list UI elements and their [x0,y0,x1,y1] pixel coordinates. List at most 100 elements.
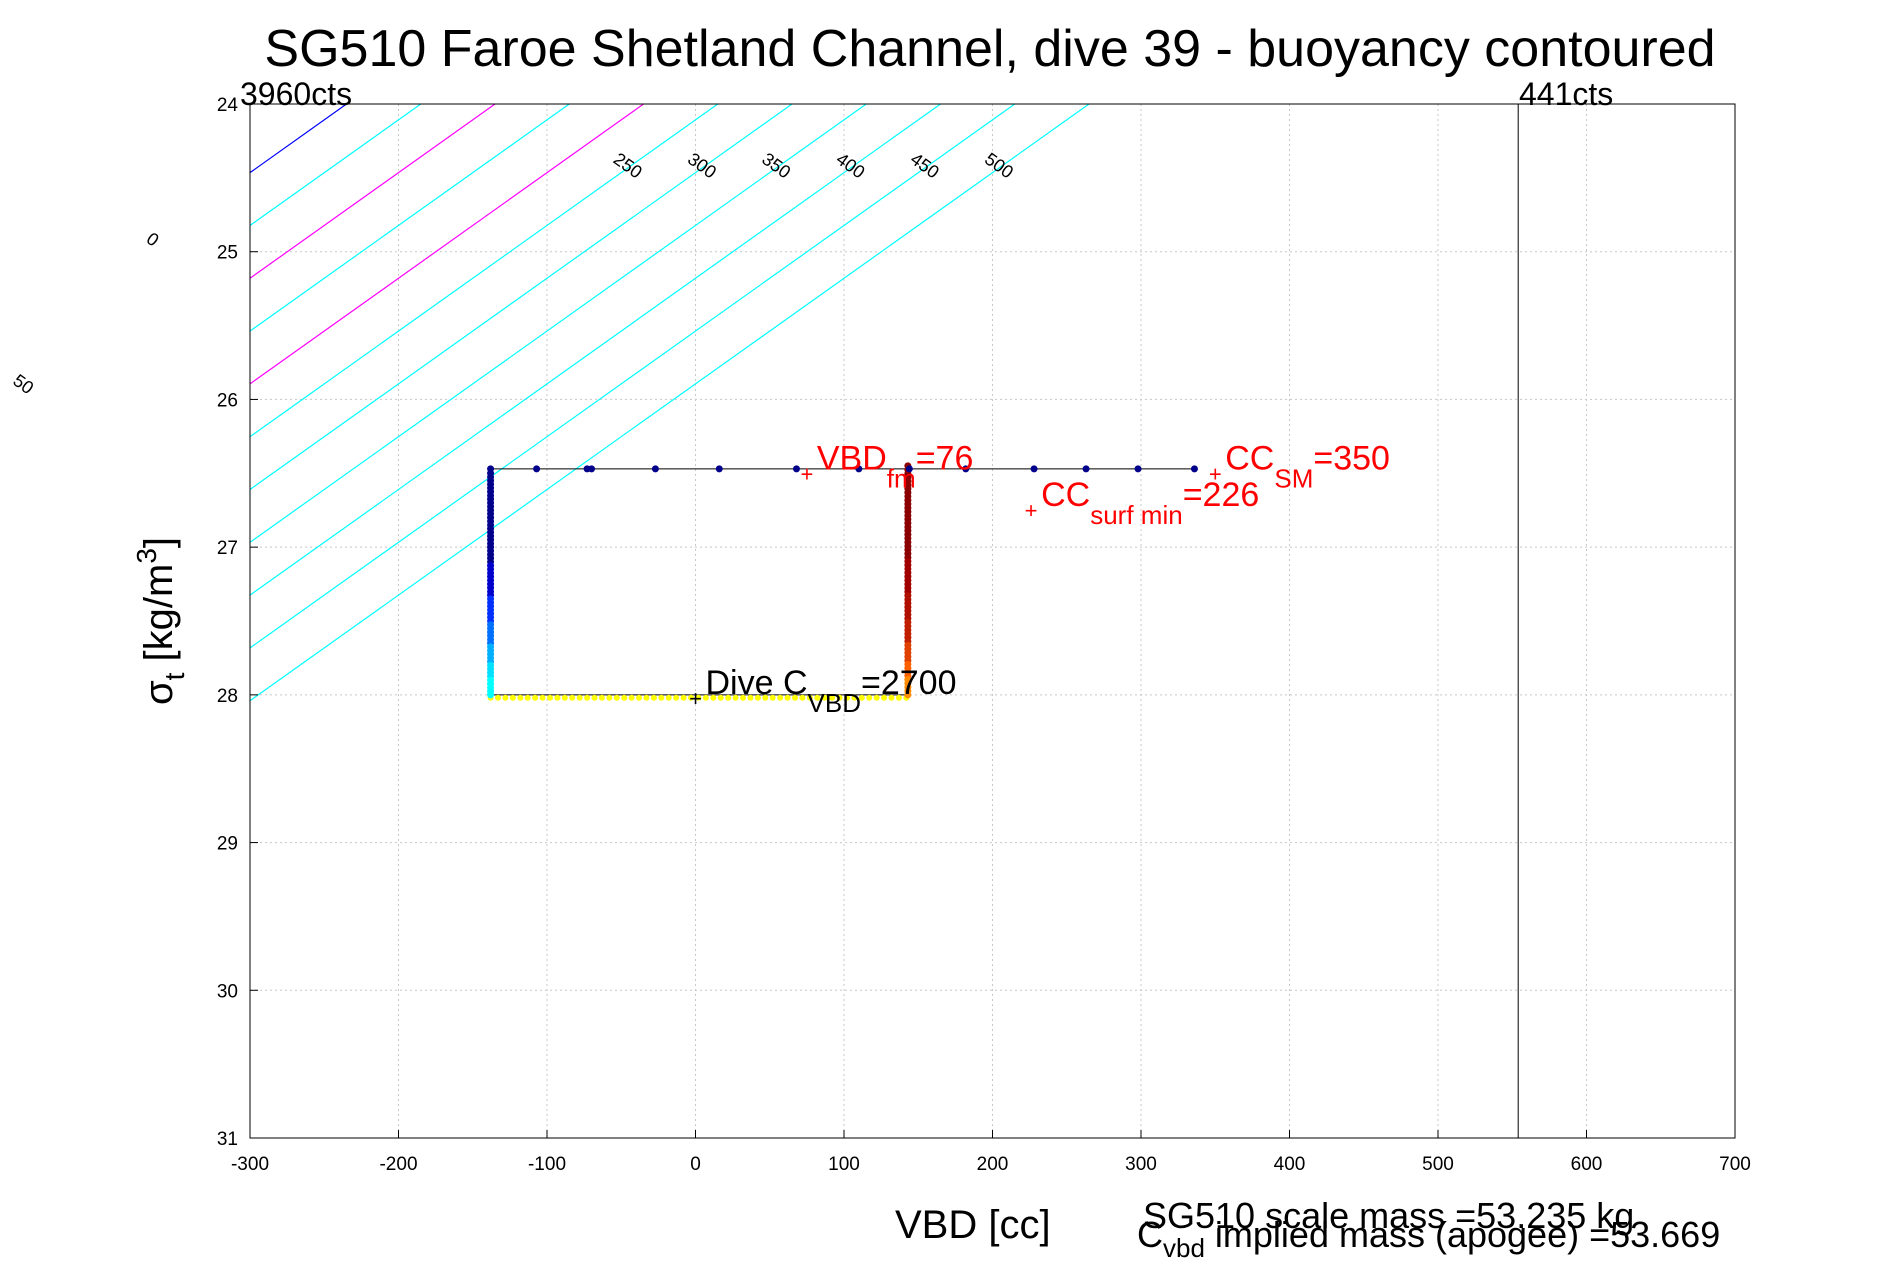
apogee-point [539,694,546,701]
apogee-point [673,694,680,701]
x-tick-label: -200 [379,1154,417,1175]
annotation-label: Dive CVBD=2700 [706,664,957,718]
y-axis-label-sub: t [159,672,190,680]
annotation-label: CCSM=350 [1225,439,1390,493]
annotation-marker: + [800,461,813,486]
apogee-point [702,694,709,701]
apogee-point [665,694,672,701]
apogee-point [740,694,747,701]
y-axis: 24 25 26 27 28 29 30 31 [217,95,258,1150]
contour-line-500 [250,104,1090,702]
apogee-point [643,694,650,701]
y-axis-label-unit-sup: 3 [131,548,162,564]
apogee-point [688,694,695,701]
apogee-point [598,694,605,701]
y-tick-label: 30 [217,981,238,1002]
apogee-point [814,694,821,701]
y-tick-label: 26 [217,390,238,411]
x-axis: -300 -200 -100 0 100 200 300 400 500 600 700 [231,1130,1751,1175]
x-tick-label: 700 [1719,1154,1751,1175]
surface-point [1030,465,1038,473]
implied-mass-prefix: C [1137,1214,1163,1255]
y-tick-label: 28 [217,686,238,707]
apogee-point [524,694,531,701]
apogee-point [754,694,761,701]
annotations: + VBDfm=76 + CCSM=350+ CCsurf min=226+ Dive C… [689,439,1390,718]
surface-point [962,465,970,473]
apogee-point [777,694,784,701]
apogee-point [613,694,620,701]
contour-line-250 [250,104,719,438]
svg-text:σt [kg/m3]: σt [kg/m3] [131,537,190,705]
apogee-point [799,694,806,701]
apogee-point [806,694,813,701]
apogee-point [532,694,539,701]
apogee-point [554,694,561,701]
apogee-point [502,694,509,701]
surface-point [792,465,800,473]
implied-mass-rest: implied mass (apogee) =53.669 [1205,1214,1720,1255]
apogee-point [546,694,553,701]
contour-line-350 [250,104,867,544]
surface-point [855,465,863,473]
apogee-point [576,694,583,701]
surface-point [1134,465,1142,473]
apogee-point [821,694,828,701]
left-counts-label: 3960cts [240,76,352,112]
surface-point [651,465,659,473]
apogee-point [866,694,873,701]
apogee-point [695,694,702,701]
scale-mass-text: SG510 scale mass =53.235 kg [1143,1195,1634,1236]
annotation-marker: + [1209,461,1222,486]
apogee-point [584,694,591,701]
surface-point [588,465,596,473]
chart-title: SG510 Faroe Shetland Channel, dive 39 - … [264,20,1715,78]
annotation-label: CCsurf min=226 [1041,476,1259,530]
contour-label-top: 0 [143,228,163,250]
apogee-point [791,694,798,701]
apogee-point [888,694,895,701]
x-tick-label: 0 [690,1154,701,1175]
apogee-point [658,694,665,701]
x-tick-label: 500 [1422,1154,1454,1175]
apogee-point [843,694,850,701]
contour-line-450 [250,104,1016,649]
apogee-point [873,694,880,701]
apogee-point [710,694,717,701]
contour-line-100 [250,104,496,280]
apogee-point [836,694,843,701]
surface-point [1190,465,1198,473]
apogee-point [732,694,739,701]
y-axis-label-unit-close: ] [137,537,181,548]
surface-point [487,465,495,473]
x-tick-label: 600 [1571,1154,1603,1175]
annotation-marker: + [1025,498,1038,523]
annotation-label: VBDfm=76 [817,439,974,493]
contour-label-top: 50 [9,370,37,398]
ascent-point [487,691,495,699]
apogee-point [494,694,501,701]
apogee-point [851,694,858,701]
y-tick-label: 25 [217,243,238,264]
apogee-point [621,694,628,701]
dive-profile [487,462,1198,701]
x-tick-label: 200 [977,1154,1009,1175]
y-tick-label: 31 [217,1129,238,1150]
apogee-point [517,694,524,701]
apogee-point [769,694,776,701]
apogee-point [858,694,865,701]
contour-line-150 [250,104,570,332]
y-tick-label: 24 [217,95,239,116]
apogee-point [725,694,732,701]
apogee-point [561,694,568,701]
contour-line-200 [250,104,644,385]
implied-mass-sub: vbd [1163,1233,1205,1262]
apogee-point [509,694,516,701]
contour-line-50 [250,104,422,227]
apogee-point [636,694,643,701]
grid [250,104,1735,1138]
annotation-marker: + [689,686,702,711]
apogee-point [747,694,754,701]
apogee-point [829,694,836,701]
surface-point [905,465,913,473]
